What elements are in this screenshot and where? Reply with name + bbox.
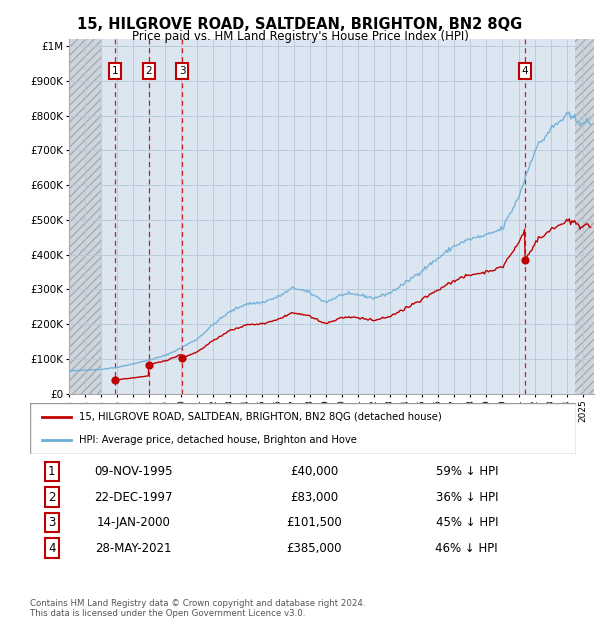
Text: Contains HM Land Registry data © Crown copyright and database right 2024.
This d: Contains HM Land Registry data © Crown c… — [30, 599, 365, 618]
Text: 1: 1 — [112, 66, 118, 76]
Text: 14-JAN-2000: 14-JAN-2000 — [97, 516, 170, 529]
Text: 22-DEC-1997: 22-DEC-1997 — [94, 490, 173, 503]
Text: 28-MAY-2021: 28-MAY-2021 — [95, 541, 172, 554]
Text: £385,000: £385,000 — [286, 541, 341, 554]
Text: 3: 3 — [179, 66, 185, 76]
Text: 4: 4 — [48, 541, 56, 554]
FancyBboxPatch shape — [30, 403, 576, 454]
Point — [110, 375, 120, 385]
Text: £101,500: £101,500 — [286, 516, 342, 529]
Text: 15, HILGROVE ROAD, SALTDEAN, BRIGHTON, BN2 8QG (detached house): 15, HILGROVE ROAD, SALTDEAN, BRIGHTON, B… — [79, 412, 442, 422]
Text: 46% ↓ HPI: 46% ↓ HPI — [436, 541, 498, 554]
Text: 2: 2 — [145, 66, 152, 76]
Text: 09-NOV-1995: 09-NOV-1995 — [94, 465, 173, 478]
Point — [144, 360, 154, 370]
Text: 15, HILGROVE ROAD, SALTDEAN, BRIGHTON, BN2 8QG: 15, HILGROVE ROAD, SALTDEAN, BRIGHTON, B… — [77, 17, 523, 32]
Text: £83,000: £83,000 — [290, 490, 338, 503]
Bar — [69, 39, 101, 394]
Text: Price paid vs. HM Land Registry's House Price Index (HPI): Price paid vs. HM Land Registry's House … — [131, 30, 469, 43]
Text: 36% ↓ HPI: 36% ↓ HPI — [436, 490, 498, 503]
Text: 2: 2 — [48, 490, 56, 503]
Point — [520, 255, 530, 265]
Bar — [575, 39, 594, 394]
Text: 1: 1 — [48, 465, 56, 478]
Text: 59% ↓ HPI: 59% ↓ HPI — [436, 465, 498, 478]
Text: 3: 3 — [48, 516, 56, 529]
Text: HPI: Average price, detached house, Brighton and Hove: HPI: Average price, detached house, Brig… — [79, 435, 357, 445]
Point — [177, 353, 187, 363]
Text: £40,000: £40,000 — [290, 465, 338, 478]
Text: 45% ↓ HPI: 45% ↓ HPI — [436, 516, 498, 529]
Text: 4: 4 — [522, 66, 529, 76]
